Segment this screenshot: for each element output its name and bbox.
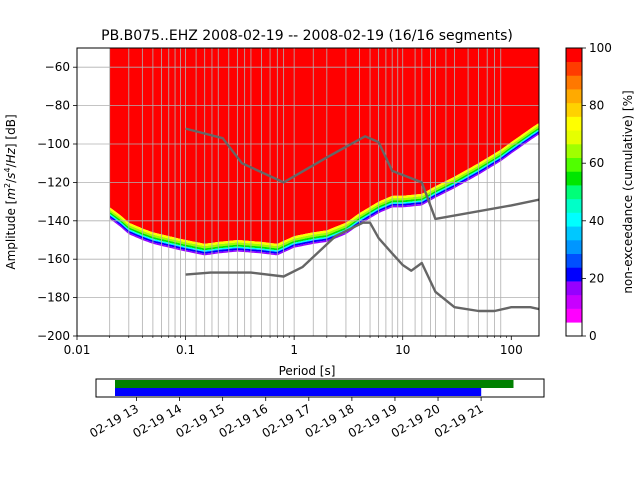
y-axis-ticks: −60 −80 −100 −120 −140 −160 −180 −200 (37, 60, 77, 343)
colorbar-level-2 (566, 294, 582, 309)
colorbar-level-9 (566, 198, 582, 213)
colorbar-levels (566, 48, 582, 337)
psd-cloud-fill (109, 48, 539, 244)
colorbar-level-18 (566, 75, 582, 90)
colorbar-level-14 (566, 130, 582, 145)
x-tick-label: 0.01 (64, 343, 91, 357)
colorbar-tick-label: 80 (589, 99, 604, 113)
colorbar-level-13 (566, 144, 582, 159)
model-curve-1 (185, 221, 539, 313)
colorbar-level-0 (566, 322, 582, 337)
gridlines (77, 48, 539, 337)
colorbar-tick-label: 40 (589, 214, 604, 228)
colorbar-level-3 (566, 281, 582, 296)
colorbar-frame (565, 47, 583, 337)
model-curves (185, 127, 539, 313)
colorbar-level-7 (566, 226, 582, 241)
colorbar-level-5 (566, 253, 582, 268)
colorbar-level-1 (566, 308, 582, 323)
colorbar-level-8 (566, 212, 582, 227)
y-axis-label: Amplitude [m2/s4/Hz] [dB] (3, 114, 18, 269)
x-tick-label: 10 (395, 343, 410, 357)
colorbar-level-15 (566, 116, 582, 131)
colorbar-level-12 (566, 157, 582, 172)
y-tick-label: −120 (37, 175, 70, 189)
y-tick-label: −200 (37, 329, 70, 343)
colorbar-tick-label: 0 (589, 329, 597, 343)
y-tick-label: −140 (37, 214, 70, 228)
colorbar-level-6 (566, 240, 582, 255)
colorbar-tick-label: 60 (589, 156, 604, 170)
timeline-tick-label: 02-19 21 (432, 401, 486, 440)
colorbar-level-17 (566, 89, 582, 104)
model-curve-0 (185, 127, 539, 221)
colorbar-label: non-exceedance (cumulative) [%] (621, 90, 635, 293)
colorbar: 0 20 40 60 80 100 non-exceedance (cumulative)… (565, 41, 635, 343)
colorbar-level-11 (566, 171, 582, 186)
y-tick-label: −180 (37, 291, 70, 305)
colorbar-tick-label: 100 (589, 41, 612, 55)
x-tick-label: 0.1 (176, 343, 195, 357)
colorbar-level-19 (566, 61, 582, 76)
colorbar-ticks: 0 20 40 60 80 100 (582, 41, 612, 343)
timeline-bar-1 (115, 388, 482, 396)
x-tick-label: 100 (500, 343, 523, 357)
y-tick-label: −60 (45, 60, 70, 74)
chart-title: PB.B075..EHZ 2008-02-19 -- 2008-02-19 (1… (101, 28, 513, 44)
x-axis-ticks: 0.01 0.1 1 10 100 (64, 336, 523, 357)
colorbar-level-10 (566, 185, 582, 200)
x-axis-label: Period [s] (279, 364, 336, 378)
plot-area: 0.01 0.1 1 10 100 −60 −80 −100 −120 −140 −160 −180… (37, 47, 540, 357)
y-tick-label: −100 (37, 137, 70, 151)
colorbar-tick-label: 20 (589, 271, 604, 285)
colorbar-level-4 (566, 267, 582, 282)
y-tick-label: −80 (45, 99, 70, 113)
colorbar-level-16 (566, 102, 582, 117)
psd-cloud (109, 48, 539, 256)
plot-frame (76, 47, 540, 337)
timeline-bar-0 (115, 380, 514, 388)
timeline-bars (115, 380, 514, 396)
colorbar-level-20 (566, 48, 582, 63)
y-tick-label: −160 (37, 252, 70, 266)
x-tick-label: 1 (290, 343, 298, 357)
